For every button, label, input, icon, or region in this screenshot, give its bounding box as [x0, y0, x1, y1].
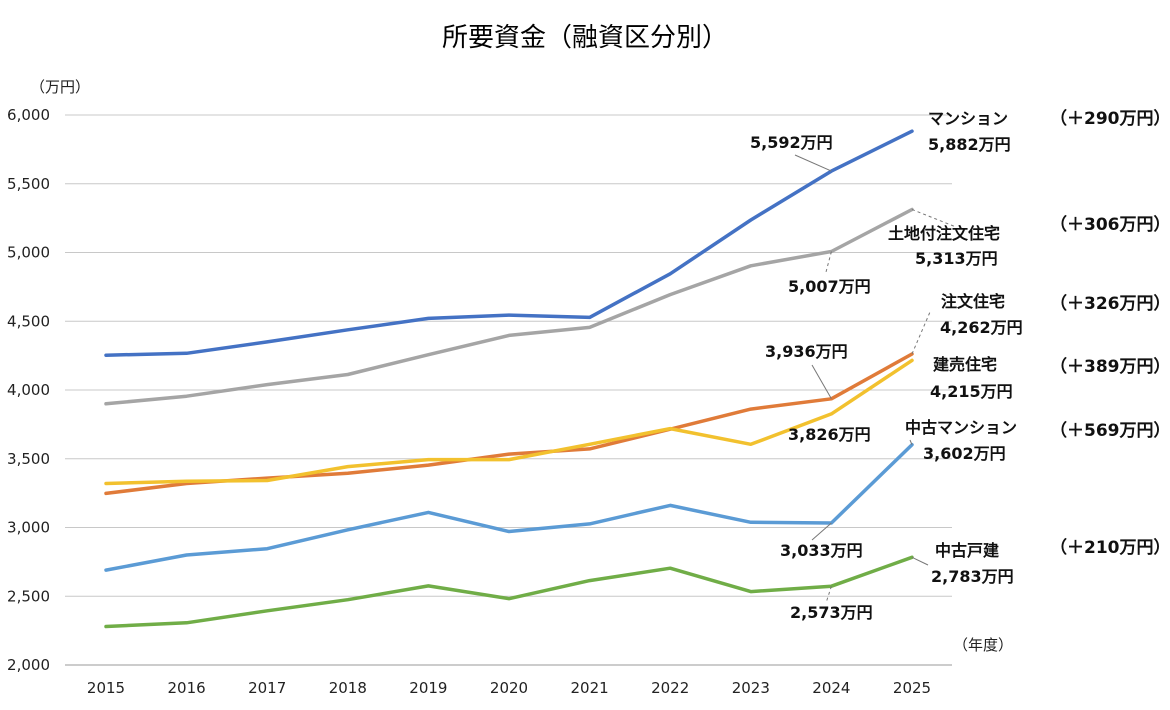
annotation-used-mansion-2024: 3,033万円 [780, 541, 863, 560]
annotation-leaders [794, 154, 957, 604]
end-label-value-land-order: 5,313万円 [915, 249, 998, 268]
gridlines [65, 114, 952, 666]
end-label-name-used-mansion: 中古マンション [905, 418, 1017, 437]
x-tick-label: 2022 [651, 679, 689, 697]
y-tick-label: 3,500 [7, 450, 50, 468]
leader-line [825, 251, 832, 273]
annotation-land-order-2024: 5,007万円 [788, 277, 871, 296]
leader-line [911, 311, 931, 355]
y-tick-label: 4,000 [7, 381, 50, 399]
annotation-mansion-2024: 5,592万円 [750, 133, 833, 152]
series-line [104, 352, 914, 496]
end-label-name-ready-built: 建売住宅 [933, 355, 997, 374]
series-line [104, 442, 914, 572]
x-tick-label: 2015 [87, 679, 125, 697]
end-label-value-mansion: 5,882万円 [928, 135, 1011, 154]
x-tick-label: 2016 [168, 679, 206, 697]
series-line [104, 207, 914, 406]
leader-line [825, 586, 832, 604]
y-tick-label: 6,000 [7, 106, 50, 124]
x-tick-label: 2025 [893, 679, 931, 697]
y-axis-ticks: 2,000 2,500 3,000 3,500 4,000 4,500 5,000 5,500… [7, 106, 50, 674]
leader-line [794, 154, 832, 172]
delta-used-house: （＋210万円） [1050, 537, 1170, 558]
x-tick-label: 2018 [329, 679, 367, 697]
leader-line [911, 208, 957, 228]
series-line [104, 555, 914, 629]
x-axis-ticks: 2015 2016 2017 2018 2019 2020 2021 2022 2023 2024… [87, 679, 931, 697]
x-tick-label: 2023 [732, 679, 770, 697]
end-label-name-used-house: 中古戸建 [935, 541, 999, 560]
x-tick-label: 2017 [248, 679, 286, 697]
end-label-value-ready-built: 4,215万円 [930, 382, 1013, 401]
y-tick-label: 4,500 [7, 312, 50, 330]
end-label-name-mansion: マンション [928, 109, 1008, 128]
end-label-value-used-house: 2,783万円 [931, 567, 1014, 586]
y-tick-label: 2,500 [7, 587, 50, 605]
annotation-ready-built-2024: 3,826万円 [788, 425, 871, 444]
end-label-name-land-order: 土地付注文住宅 [888, 224, 1000, 243]
x-tick-label: 2024 [812, 679, 850, 697]
x-tick-label: 2021 [571, 679, 609, 697]
y-tick-label: 5,000 [7, 244, 50, 262]
x-tick-label: 2020 [490, 679, 528, 697]
y-tick-label: 3,000 [7, 519, 50, 537]
leader-line [909, 439, 913, 445]
delta-order: （＋326万円） [1050, 293, 1170, 314]
delta-land-order: （＋306万円） [1050, 214, 1170, 235]
annotation-order-2024: 3,936万円 [765, 342, 848, 361]
end-label-value-order: 4,262万円 [940, 318, 1023, 337]
leader-line [811, 522, 832, 541]
series-line [104, 129, 914, 357]
end-label-value-used-mansion: 3,602万円 [923, 444, 1006, 463]
x-tick-label: 2019 [409, 679, 447, 697]
chart-title: 所要資金（融資区分別） [442, 23, 728, 53]
delta-mansion: （＋290万円） [1050, 108, 1170, 129]
x-axis-unit: （年度） [953, 636, 1013, 654]
y-tick-label: 5,500 [7, 175, 50, 193]
end-label-name-order: 注文住宅 [941, 292, 1005, 311]
leader-line [811, 364, 832, 400]
y-tick-label: 2,000 [7, 656, 50, 674]
series-line [104, 358, 914, 486]
delta-used-mansion: （＋569万円） [1050, 420, 1170, 441]
series-lines [104, 129, 914, 629]
y-axis-unit: （万円） [30, 78, 90, 96]
annotations: 5,592万円 5,007万円 3,936万円 3,826万円 3,033万円 … [750, 108, 1170, 622]
annotation-used-house-2024: 2,573万円 [790, 603, 873, 622]
delta-ready-built: （＋389万円） [1050, 356, 1170, 377]
leader-line [911, 556, 929, 566]
